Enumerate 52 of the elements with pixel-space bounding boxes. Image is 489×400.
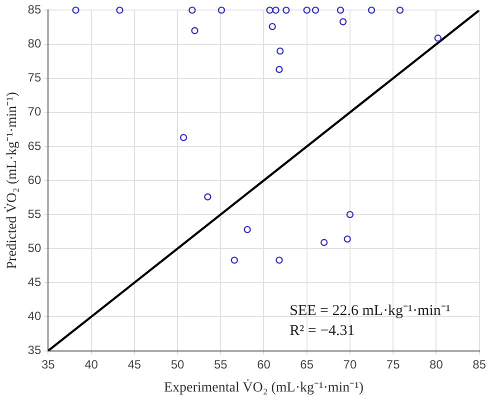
x-tick-label: 55 bbox=[214, 357, 228, 372]
point bbox=[180, 134, 188, 142]
x-tick-label: 80 bbox=[430, 357, 444, 372]
point bbox=[218, 6, 226, 14]
point bbox=[368, 6, 376, 14]
point bbox=[276, 256, 283, 264]
x-tick-label: 45 bbox=[128, 357, 142, 372]
point bbox=[272, 6, 280, 14]
point bbox=[276, 66, 283, 74]
x-axis-title: Experimental V̇O₂ (mL·kg⁻¹·min⁻¹) bbox=[164, 378, 364, 396]
point bbox=[346, 210, 354, 218]
point bbox=[344, 235, 351, 243]
y-tick-label: 35 bbox=[28, 343, 42, 358]
point bbox=[282, 6, 290, 14]
point bbox=[303, 6, 310, 14]
point bbox=[116, 6, 124, 14]
y-tick-label: 50 bbox=[28, 240, 42, 255]
point bbox=[336, 6, 344, 14]
point bbox=[230, 256, 238, 264]
point bbox=[320, 238, 328, 246]
y-axis-title: Predicted V̇O₂ (mL·kg⁻¹·min⁻¹) bbox=[3, 92, 20, 269]
point bbox=[244, 226, 251, 234]
point bbox=[434, 34, 442, 42]
y-tick-label: 80 bbox=[28, 36, 42, 51]
point bbox=[276, 47, 284, 55]
annotation: R² = −4.31 bbox=[290, 322, 355, 339]
point bbox=[268, 22, 276, 30]
point bbox=[72, 6, 80, 14]
y-tick-label: 70 bbox=[28, 104, 42, 119]
point bbox=[339, 18, 347, 26]
point bbox=[188, 6, 196, 14]
y-tick-label: 75 bbox=[28, 70, 42, 85]
x-tick-label: 70 bbox=[343, 357, 357, 372]
x-tick-label: 50 bbox=[170, 357, 184, 372]
point bbox=[204, 193, 212, 200]
y-tick-label: 55 bbox=[28, 206, 42, 221]
x-tick-label: 85 bbox=[472, 357, 486, 372]
x-tick-label: 75 bbox=[386, 357, 400, 372]
x-tick-label: 65 bbox=[300, 357, 314, 372]
point bbox=[266, 6, 274, 14]
x-tick-label: 40 bbox=[84, 357, 98, 372]
annotation: SEE = 22.6 mL·kg⁻¹·min⁻¹ bbox=[290, 302, 450, 319]
point bbox=[312, 6, 320, 14]
y-tick-label: 40 bbox=[28, 309, 42, 324]
y-tick-label: 60 bbox=[28, 172, 42, 187]
point bbox=[191, 27, 198, 34]
y-tick-label: 85 bbox=[28, 2, 42, 17]
y-tick-label: 65 bbox=[28, 138, 42, 153]
point bbox=[396, 6, 404, 14]
x-tick-label: 60 bbox=[257, 357, 271, 372]
y-tick-label: 45 bbox=[28, 274, 42, 289]
x-tick-label: 35 bbox=[41, 357, 56, 372]
